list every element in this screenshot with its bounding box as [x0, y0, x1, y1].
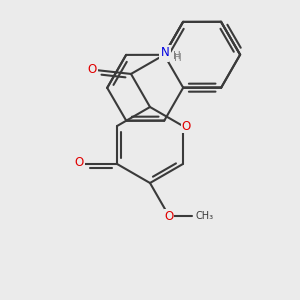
Text: O: O — [181, 119, 190, 133]
Text: O: O — [74, 157, 83, 169]
Text: H: H — [174, 53, 182, 63]
Text: CH₃: CH₃ — [196, 211, 214, 221]
Text: O: O — [88, 64, 98, 76]
Text: N: N — [161, 46, 170, 59]
Text: N: N — [160, 48, 168, 62]
Text: O: O — [164, 210, 174, 223]
Text: O: O — [75, 158, 84, 170]
Text: H: H — [173, 51, 181, 61]
Text: O: O — [87, 63, 96, 76]
